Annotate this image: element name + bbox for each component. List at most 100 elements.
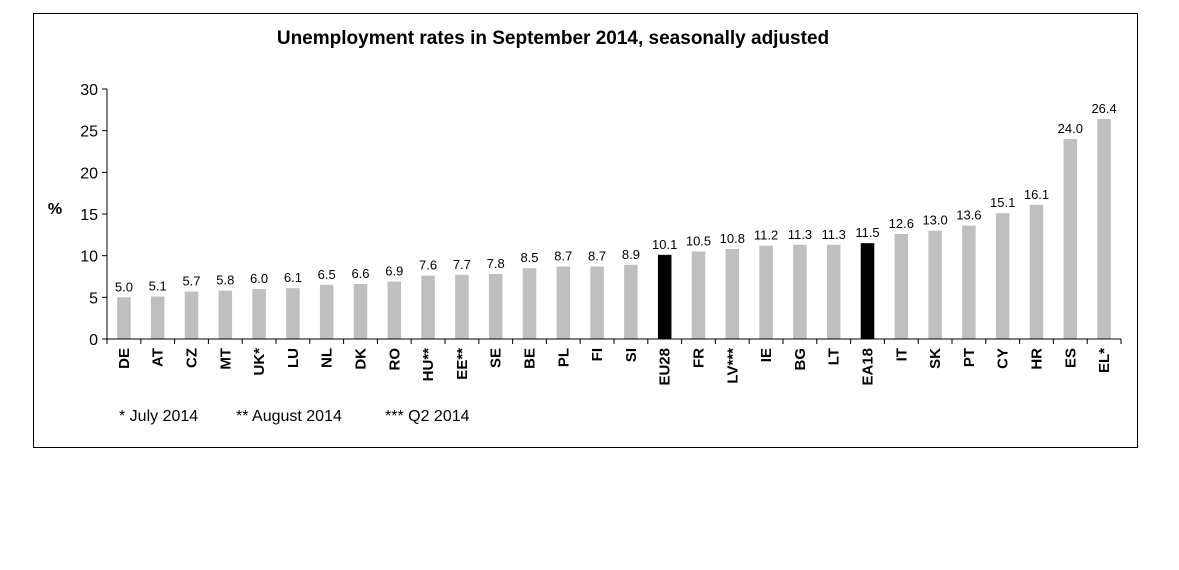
- data-label: 11.3: [822, 227, 846, 242]
- bar-lu: [286, 288, 300, 339]
- data-label: 8.5: [520, 250, 538, 265]
- bar-bg: [793, 244, 807, 339]
- data-label: 5.1: [149, 279, 167, 294]
- footnote-august: ** August 2014: [236, 408, 342, 425]
- bar-pt: [962, 225, 976, 339]
- data-label: 11.2: [754, 228, 778, 243]
- data-label: 11.3: [788, 227, 812, 242]
- data-label: 10.5: [686, 234, 711, 249]
- data-label: 16.1: [1024, 187, 1049, 202]
- data-label: 6.6: [351, 266, 369, 281]
- bar-chart: Unemployment rates in September 2014, se…: [48, 28, 1122, 425]
- bar-lv: [725, 249, 740, 339]
- x-category-label: MT: [217, 348, 234, 370]
- bar-ea18: [860, 243, 875, 339]
- x-category-label: FI: [589, 348, 606, 361]
- y-axis-label: %: [48, 201, 62, 218]
- bar-fr: [691, 251, 706, 339]
- data-label: 5.7: [182, 274, 200, 289]
- x-category-label: LV***: [724, 348, 741, 384]
- bar-be: [522, 268, 537, 339]
- bar-se: [488, 274, 503, 339]
- data-label: 15.1: [990, 195, 1015, 210]
- x-category-label: CZ: [184, 348, 201, 368]
- x-category-label: IT: [893, 348, 910, 361]
- data-label: 6.9: [385, 264, 403, 279]
- chart-frame: Unemployment rates in September 2014, se…: [33, 13, 1138, 448]
- x-category-label: HR: [1029, 348, 1046, 370]
- x-axis: DE AT CZ MT UK* LU NL DK RO HU** EE** SE BE PL FI SI EU2…: [106, 338, 1122, 386]
- bar-hu: [421, 275, 435, 339]
- bar-mt: [218, 290, 233, 339]
- data-label: 24.0: [1058, 121, 1083, 136]
- bar-ee: [455, 274, 469, 339]
- x-category-label: EL*: [1096, 348, 1113, 373]
- footnote-q2: *** Q2 2014: [385, 408, 470, 425]
- x-category-label: DK: [353, 348, 370, 370]
- bar-it: [894, 234, 909, 339]
- y-tick-label: 25: [80, 124, 98, 141]
- y-tick-label: 30: [80, 82, 98, 99]
- x-category-label: NL: [319, 348, 336, 368]
- x-category-label: BE: [522, 348, 539, 369]
- data-label: 10.1: [652, 237, 677, 252]
- bars: 5.0 5.1 5.7 5.8 6.0 6.1 6.5 6.6 6.9 7.6 7.7 7.8 8.5 8…: [115, 101, 1117, 339]
- data-label: 8.7: [554, 249, 572, 264]
- bar-cz: [184, 291, 199, 339]
- x-category-label: SE: [488, 348, 505, 368]
- bar-cy: [995, 213, 1010, 339]
- data-label: 8.9: [622, 247, 640, 262]
- x-category-label: IE: [758, 348, 775, 362]
- data-label: 6.0: [250, 271, 268, 286]
- x-category-label: ES: [1062, 348, 1079, 368]
- data-label: 13.0: [922, 213, 947, 228]
- bar-ro: [387, 281, 402, 339]
- x-category-label: SK: [927, 348, 944, 369]
- bar-ie: [759, 245, 773, 339]
- x-category-label: EE**: [454, 348, 471, 380]
- x-category-label: AT: [150, 348, 167, 367]
- x-category-label: RO: [386, 348, 403, 371]
- bar-nl: [319, 284, 334, 339]
- bar-pl: [556, 266, 571, 339]
- bar-at: [150, 296, 165, 339]
- x-category-label: PL: [555, 348, 572, 367]
- x-category-label: EA18: [860, 348, 877, 386]
- bar-eu28: [657, 254, 672, 339]
- data-label: 13.6: [956, 208, 981, 223]
- data-label: 10.8: [720, 231, 745, 246]
- bar-si: [624, 264, 638, 339]
- x-category-label: DE: [116, 348, 133, 369]
- data-label: 26.4: [1091, 101, 1116, 116]
- x-category-label: CY: [995, 348, 1012, 369]
- x-category-label: PT: [961, 348, 978, 367]
- bar-lt: [826, 244, 841, 339]
- data-label: 7.7: [453, 257, 471, 272]
- data-label: 5.0: [115, 279, 133, 294]
- data-label: 12.6: [889, 216, 914, 231]
- data-label: 5.8: [216, 273, 234, 288]
- y-tick-label: 10: [80, 249, 98, 266]
- bar-fi: [590, 266, 604, 339]
- data-label: 6.5: [318, 267, 336, 282]
- chart-title: Unemployment rates in September 2014, se…: [277, 28, 829, 49]
- x-category-label: HU**: [420, 348, 437, 382]
- bar-sk: [928, 230, 942, 339]
- bar-de: [117, 297, 131, 339]
- x-category-label: UK*: [251, 348, 268, 376]
- bar-es: [1063, 139, 1078, 339]
- bar-el: [1097, 119, 1111, 339]
- y-tick-label: 20: [80, 165, 98, 182]
- x-category-label: BG: [792, 348, 809, 371]
- data-label: 11.5: [855, 225, 879, 240]
- x-category-label: FR: [691, 348, 708, 368]
- data-label: 6.1: [284, 270, 302, 285]
- y-axis: 0 5 10 15 20 25 30: [80, 82, 108, 349]
- data-label: 7.6: [419, 258, 437, 273]
- x-category-label: SI: [623, 348, 640, 362]
- x-category-label: EU28: [657, 348, 674, 386]
- y-tick-label: 0: [89, 332, 98, 349]
- bar-dk: [353, 284, 368, 339]
- footnote-july: * July 2014: [119, 408, 198, 425]
- x-category-label: LT: [826, 348, 843, 365]
